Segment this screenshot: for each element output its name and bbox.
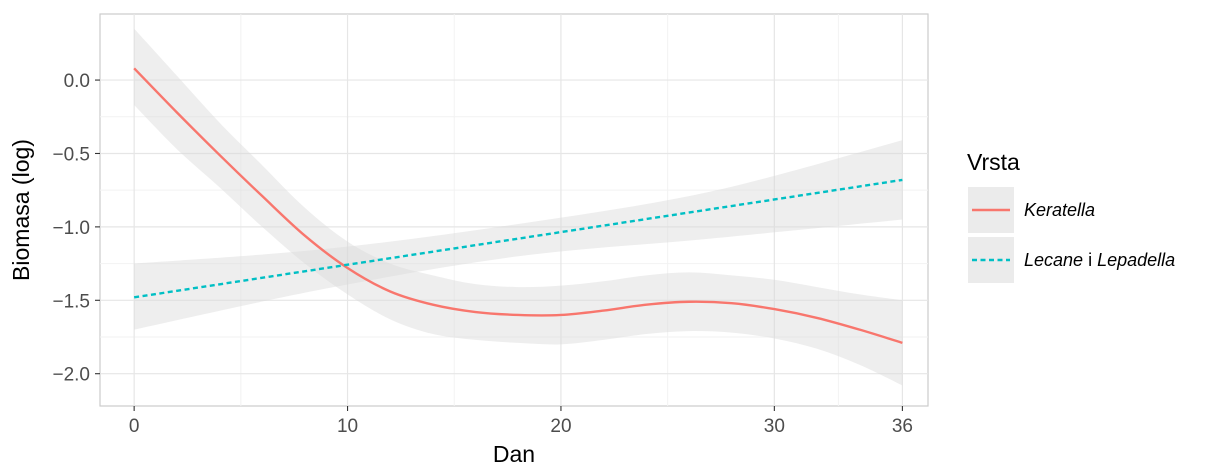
y-tick-label: −2.0: [52, 365, 90, 386]
series-line-1: [133, 67, 903, 345]
y-tick-label: −0.5: [52, 144, 90, 165]
x-axis-title: Dan: [493, 441, 535, 465]
legend: Vrsta Keratella Lecane i Lepadella: [967, 149, 1175, 283]
major-grid: [100, 14, 928, 406]
x-tick-label: 10: [337, 416, 358, 437]
ci-band-series-1: [134, 28, 903, 386]
y-tick-label: −1.5: [52, 291, 90, 312]
legend-label-1: Keratella: [1024, 200, 1095, 220]
legend-label-2: Lecane i Lepadella: [1024, 250, 1175, 270]
series-lines: [133, 67, 903, 345]
x-tick-label: 20: [550, 416, 571, 437]
minor-grid: [100, 14, 928, 406]
legend-title: Vrsta: [967, 149, 1020, 175]
confidence-bands: [134, 28, 903, 386]
y-tick-label: 0.0: [64, 71, 90, 92]
y-tick-label: −1.0: [52, 218, 90, 239]
y-axis-title: Biomasa (log): [8, 139, 34, 281]
plot-panel: [99, 13, 929, 407]
ci-band-series-2: [134, 140, 903, 330]
y-axis-ticks: 0.0 −0.5 −1.0 −1.5 −2.0: [52, 71, 100, 386]
x-tick-label: 36: [892, 416, 913, 437]
x-axis-ticks: 0 10 20 30 36: [129, 406, 913, 437]
series-line-2: [133, 178, 903, 299]
x-tick-label: 0: [129, 416, 140, 437]
x-tick-label: 30: [764, 416, 785, 437]
